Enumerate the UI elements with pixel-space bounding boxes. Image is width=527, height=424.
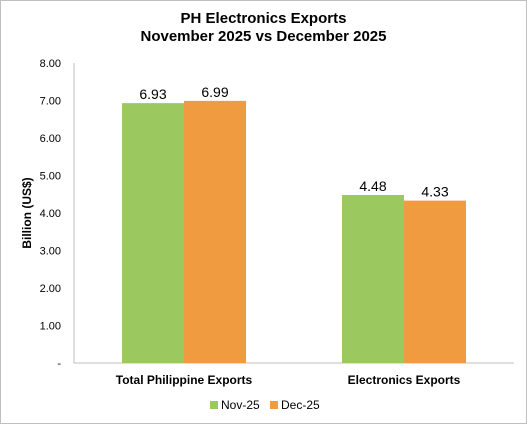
y-tick-label: 1.00 [40, 321, 61, 333]
legend-label: Dec-25 [281, 398, 320, 412]
data-label: 6.99 [201, 84, 228, 100]
y-tick-label: 5.00 [40, 171, 61, 183]
y-tick-label: 2.00 [40, 283, 61, 295]
y-tick-label: 6.00 [40, 133, 61, 145]
data-label: 4.33 [421, 184, 448, 200]
category-labels: Total Philippine Exports Electronics Expo… [116, 373, 461, 387]
bar [342, 195, 404, 363]
chart-subtitle: November 2025 vs December 2025 [140, 28, 387, 45]
y-axis-label: Billion (US$) [20, 177, 34, 248]
legend-label: Nov-25 [221, 398, 260, 412]
bar [122, 103, 184, 363]
legend-swatch [210, 401, 218, 409]
y-tick-label: 3.00 [40, 246, 61, 258]
legend: Nov-25 Dec-25 [210, 398, 320, 412]
y-tick-labels: - 1.00 2.00 3.00 4.00 5.00 6.00 7.00 8.00 [40, 58, 62, 370]
legend-swatch [270, 401, 278, 409]
chart-title-block: PH Electronics Exports November 2025 vs … [1, 10, 526, 46]
data-labels: 6.93 6.99 4.48 4.33 [139, 84, 448, 200]
data-label: 4.48 [359, 178, 386, 194]
bar [184, 100, 246, 363]
bars [122, 100, 466, 363]
y-tick-label: 4.00 [40, 208, 61, 220]
y-tick-label: - [57, 358, 61, 370]
y-tick-label: 7.00 [40, 96, 61, 108]
chart-title: PH Electronics Exports [180, 10, 347, 27]
bar [404, 200, 466, 363]
y-tick-label: 8.00 [40, 58, 61, 70]
data-label: 6.93 [139, 86, 166, 102]
category-label: Total Philippine Exports [116, 373, 253, 387]
category-label: Electronics Exports [348, 373, 461, 387]
